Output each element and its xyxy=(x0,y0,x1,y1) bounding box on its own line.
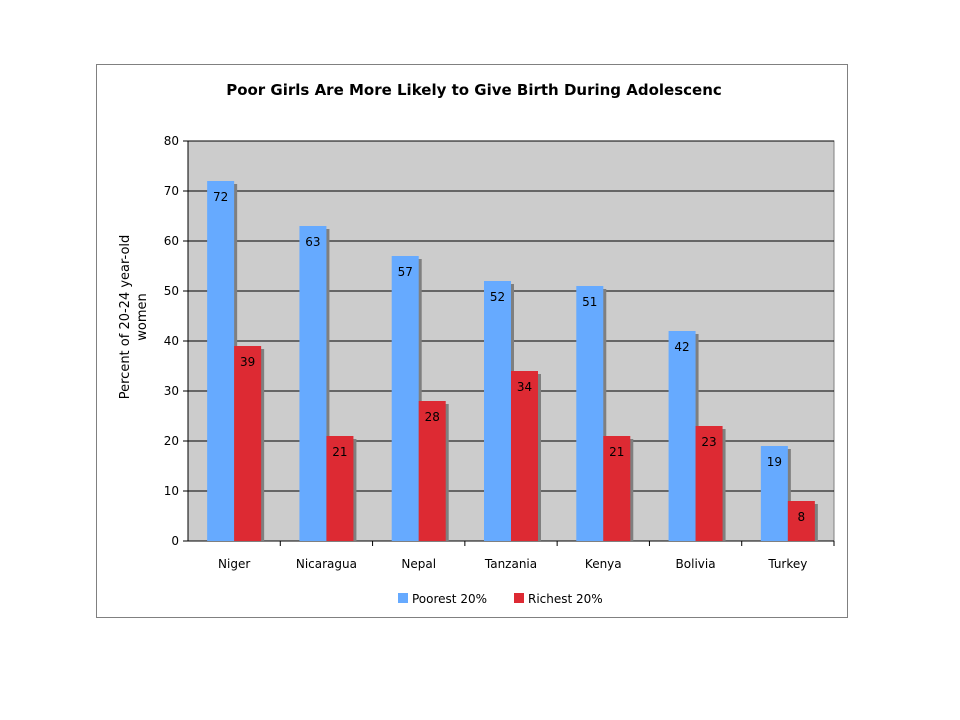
data-label: 23 xyxy=(701,435,716,449)
y-axis-label-line-1: Percent of 20-24 year-old xyxy=(118,235,133,400)
y-tick-label: 70 xyxy=(164,184,179,198)
y-tick-label: 20 xyxy=(164,434,179,448)
data-label: 28 xyxy=(425,410,440,424)
bar-richest-20--nepal xyxy=(418,401,446,541)
bar-richest-20--kenya xyxy=(603,436,631,541)
bar-richest-20--nicaragua xyxy=(326,436,354,541)
data-label: 51 xyxy=(582,295,597,309)
bar-poorest-20--bolivia xyxy=(668,331,696,541)
y-tick-label: 60 xyxy=(164,234,179,248)
data-label: 52 xyxy=(490,290,505,304)
data-label: 39 xyxy=(240,355,255,369)
data-label: 63 xyxy=(305,235,320,249)
data-label: 57 xyxy=(398,265,413,279)
x-tick-label-kenya: Kenya xyxy=(585,557,622,571)
bar-poorest-20--kenya xyxy=(576,286,604,541)
y-axis-label-line-2: women xyxy=(135,293,150,341)
plot-area: 0 10 20 30 40 50 60 70 80 72 39 Niger 63 21 Nicaragua 5… xyxy=(164,134,835,606)
data-label: 72 xyxy=(213,190,228,204)
y-tick-label: 0 xyxy=(171,534,179,548)
data-label: 21 xyxy=(332,445,347,459)
bar-richest-20--tanzania xyxy=(511,371,538,541)
bar-richest-20--turkey xyxy=(787,501,815,541)
bar-poorest-20--nicaragua xyxy=(299,226,327,541)
legend-label: Poorest 20% xyxy=(412,592,487,606)
bar-poorest-20--niger xyxy=(207,181,235,541)
y-tick-label: 80 xyxy=(164,134,179,148)
y-tick-label: 30 xyxy=(164,384,179,398)
x-tick-label-bolivia: Bolivia xyxy=(676,557,716,571)
x-tick-label-niger: Niger xyxy=(218,557,250,571)
legend-label: Richest 20% xyxy=(528,592,603,606)
data-label: 8 xyxy=(798,510,806,524)
data-label: 42 xyxy=(674,340,689,354)
y-tick-label: 50 xyxy=(164,284,179,298)
legend-swatch xyxy=(398,593,408,603)
legend-swatch xyxy=(514,593,524,603)
data-label: 19 xyxy=(767,455,782,469)
bar-richest-20--niger xyxy=(234,346,262,541)
data-label: 34 xyxy=(517,380,532,394)
x-tick-label-turkey: Turkey xyxy=(767,557,807,571)
y-tick-label: 10 xyxy=(164,484,179,498)
bar-richest-20--bolivia xyxy=(695,426,723,541)
bar-poorest-20--tanzania xyxy=(484,281,511,541)
x-tick-label-nepal: Nepal xyxy=(401,557,436,571)
x-tick-label-tanzania: Tanzania xyxy=(484,557,537,571)
data-label: 21 xyxy=(609,445,624,459)
chart-title: Poor Girls Are More Likely to Give Birth… xyxy=(226,81,722,99)
bar-poorest-20--turkey xyxy=(760,446,788,541)
y-tick-label: 40 xyxy=(164,334,179,348)
x-tick-label-nicaragua: Nicaragua xyxy=(296,557,357,571)
bar-poorest-20--nepal xyxy=(391,256,419,541)
